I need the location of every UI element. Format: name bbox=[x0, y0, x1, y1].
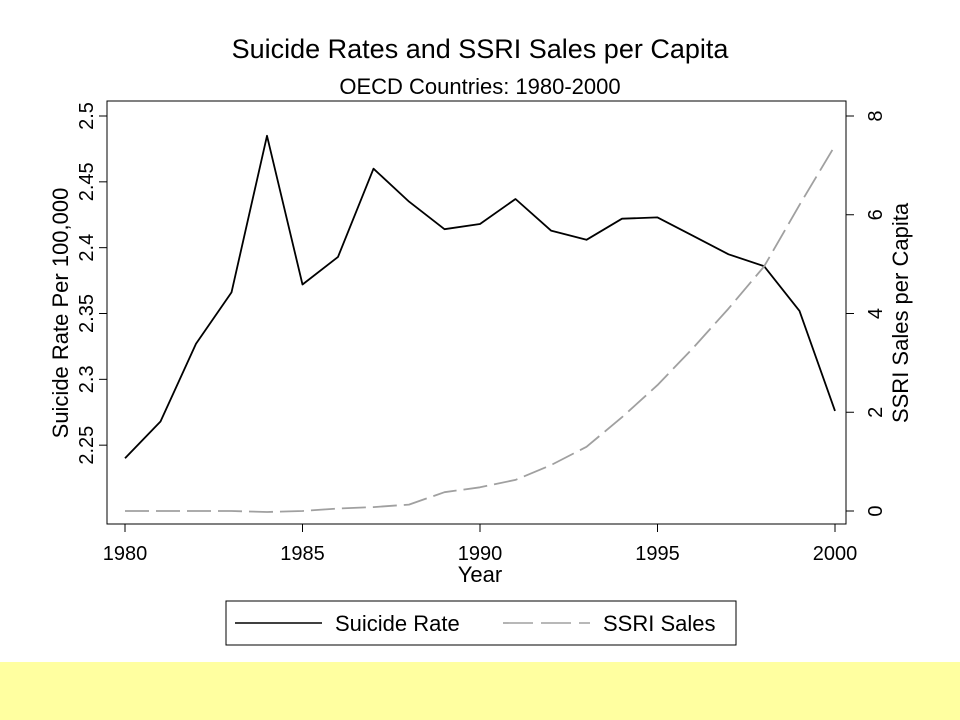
x-tick-label: 1995 bbox=[635, 543, 680, 565]
x-axis-label: Year bbox=[458, 562, 502, 587]
chart-subtitle: OECD Countries: 1980-2000 bbox=[339, 74, 620, 99]
y-axis-left: 2.25 2.3 2.35 2.4 2.45 2.5 bbox=[76, 102, 107, 465]
y-axis-right: 0 2 4 6 8 bbox=[846, 110, 887, 517]
bottom-highlight-band bbox=[0, 662, 960, 720]
y-left-tick-label: 2.35 bbox=[76, 294, 98, 333]
y-left-tick-label: 2.4 bbox=[76, 234, 98, 262]
series-line-suicide-rate bbox=[124, 134, 836, 459]
x-tick-label: 1990 bbox=[458, 543, 503, 565]
legend-label-suicide-rate: Suicide Rate bbox=[335, 611, 460, 636]
y-right-tick-label: 2 bbox=[865, 407, 887, 418]
series-line-ssri-sales bbox=[125, 145, 836, 513]
y-left-tick-label: 2.45 bbox=[76, 162, 98, 201]
x-axis: 1980 1985 1990 1995 2000 bbox=[103, 524, 858, 565]
y-axis-left-label: Suicide Rate Per 100,000 bbox=[48, 188, 73, 439]
y-right-tick-label: 6 bbox=[865, 209, 887, 220]
x-tick-label: 1985 bbox=[280, 543, 325, 565]
y-left-tick-label: 2.5 bbox=[76, 102, 98, 130]
y-right-tick-label: 0 bbox=[865, 505, 887, 516]
y-left-tick-label: 2.3 bbox=[76, 365, 98, 393]
series-layer bbox=[124, 134, 836, 513]
y-right-tick-label: 4 bbox=[865, 308, 887, 319]
legend: Suicide Rate SSRI Sales bbox=[225, 600, 737, 646]
y-left-tick-label: 2.25 bbox=[76, 426, 98, 465]
y-right-tick-label: 8 bbox=[865, 110, 887, 121]
chart-title: Suicide Rates and SSRI Sales per Capita bbox=[232, 34, 730, 64]
legend-label-ssri-sales: SSRI Sales bbox=[603, 611, 716, 636]
y-axis-right-label: SSRI Sales per Capita bbox=[888, 202, 913, 423]
x-tick-label: 1980 bbox=[103, 543, 148, 565]
x-tick-label: 2000 bbox=[813, 543, 858, 565]
plot-area bbox=[106, 100, 847, 525]
